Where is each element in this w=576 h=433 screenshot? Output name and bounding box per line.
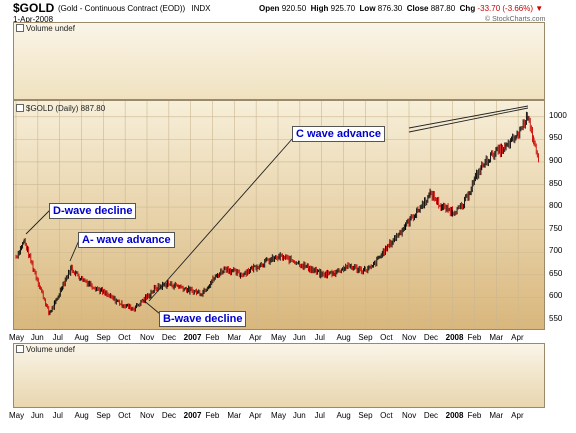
y-tick-label: 650 — [549, 268, 563, 278]
y-tick-label: 900 — [549, 155, 563, 165]
x-tick-label: Nov — [140, 333, 155, 342]
x-tick-label: Feb — [205, 411, 220, 420]
x-tick-label: 2008 — [445, 333, 464, 342]
x-tick-label: Feb — [205, 333, 220, 342]
x-tick-label: Aug — [336, 411, 351, 420]
panel-square-icon — [16, 24, 24, 32]
ohlc-summary: Open 920.50 High 925.70 Low 876.30 Close… — [259, 4, 543, 13]
x-tick-label: Nov — [402, 411, 417, 420]
x-tick-label: Nov — [402, 333, 417, 342]
open-label: Open — [259, 4, 280, 13]
x-tick-label: 2007 — [183, 333, 202, 342]
annotation-leader-line — [141, 298, 161, 315]
x-tick-label: Aug — [336, 333, 351, 342]
c-wave-annotation: C wave advance — [292, 126, 385, 142]
y-tick-label: 750 — [549, 223, 563, 233]
x-tick-label: Mar — [489, 333, 504, 342]
x-tick-label: Feb — [467, 333, 482, 342]
x-tick-label: Dec — [161, 411, 177, 420]
x-tick-label: Jul — [314, 411, 325, 420]
x-tick-label: Jul — [52, 411, 63, 420]
y-tick-label: 800 — [549, 201, 563, 211]
x-tick-label: Oct — [118, 411, 131, 420]
x-tick-label: May — [9, 333, 25, 342]
annotation-leader-line — [148, 137, 294, 302]
x-tick-label: 2007 — [183, 411, 202, 420]
bottom-volume-panel: Volume undef — [13, 343, 545, 408]
annotation-leader-line — [25, 209, 51, 235]
x-tick-label: Sep — [96, 411, 111, 420]
x-tick-label: Apr — [249, 411, 262, 420]
y-tick-label: 950 — [549, 133, 563, 143]
x-tick-label: Apr — [511, 333, 524, 342]
panel-square-icon — [16, 345, 24, 353]
chart-contract-name: (Gold - Continuous Contract (EOD)) INDX — [58, 4, 211, 13]
x-tick-label: Apr — [511, 411, 524, 420]
x-tick-label: Oct — [380, 333, 393, 342]
x-tick-label: Jun — [292, 411, 306, 420]
x-tick-label: Oct — [380, 411, 393, 420]
x-tick-label: Aug — [74, 333, 89, 342]
x-tick-label: Dec — [423, 333, 439, 342]
high-value: 925.70 — [330, 4, 356, 13]
close-value: 887.80 — [430, 4, 456, 13]
high-label: High — [310, 4, 329, 13]
contract-name: (Gold - Continuous Contract (EOD)) — [58, 4, 186, 13]
d-wave-annotation: D-wave decline — [49, 203, 137, 219]
x-tick-label: Jun — [30, 333, 44, 342]
x-tick-label: Sep — [96, 333, 111, 342]
x-tick-label: Mar — [489, 411, 504, 420]
x-tick-label: Sep — [358, 333, 373, 342]
annotation-leader-line — [408, 107, 529, 133]
y-tick-label: 1000 — [549, 110, 567, 120]
top-volume-label: Volume undef — [16, 24, 75, 33]
chart-symbol: $GOLD — [13, 1, 55, 15]
x-tick-label: Jul — [314, 333, 325, 342]
x-tick-label: Nov — [140, 411, 155, 420]
price-panel-label: $GOLD (Daily) 887.80 — [16, 104, 105, 113]
x-tick-label: Dec — [161, 333, 177, 342]
chg-value: -33.70 (-3.66%) — [477, 4, 534, 13]
y-tick-label: 850 — [549, 178, 563, 188]
panel-square-icon — [16, 104, 24, 112]
close-label: Close — [406, 4, 429, 13]
x-tick-label: Jul — [52, 333, 63, 342]
chg-label: Chg — [459, 4, 476, 13]
x-tick-label: Sep — [358, 411, 373, 420]
a-wave-annotation: A- wave advance — [78, 232, 175, 248]
y-tick-label: 550 — [549, 313, 563, 323]
x-tick-label: May — [271, 411, 287, 420]
top-volume-panel: Volume undef — [13, 22, 545, 100]
down-arrow-icon: ▼ — [535, 4, 544, 13]
b-wave-annotation: B-wave decline — [159, 311, 247, 327]
low-label: Low — [359, 4, 376, 13]
x-tick-label: May — [271, 333, 287, 342]
y-tick-label: 600 — [549, 291, 563, 301]
chart-date: 1-Apr-2008 — [13, 15, 54, 24]
x-tick-label: Jun — [30, 411, 44, 420]
open-value: 920.50 — [281, 4, 307, 13]
bottom-volume-label: Volume undef — [16, 345, 75, 354]
x-tick-label: Apr — [249, 333, 262, 342]
x-tick-label: Aug — [74, 411, 89, 420]
x-tick-label: Dec — [423, 411, 439, 420]
x-tick-label: Oct — [118, 333, 131, 342]
watermark: © StockCharts.com — [485, 16, 546, 23]
x-tick-label: Mar — [227, 411, 242, 420]
x-tick-label: 2008 — [445, 411, 464, 420]
x-tick-label: May — [9, 411, 25, 420]
x-tick-label: Mar — [227, 333, 242, 342]
low-value: 876.30 — [377, 4, 403, 13]
annotation-leader-line — [408, 105, 529, 129]
x-tick-label: Feb — [467, 411, 482, 420]
x-tick-label: Jun — [292, 333, 306, 342]
exchange-label: INDX — [191, 4, 211, 13]
y-tick-label: 700 — [549, 246, 563, 256]
